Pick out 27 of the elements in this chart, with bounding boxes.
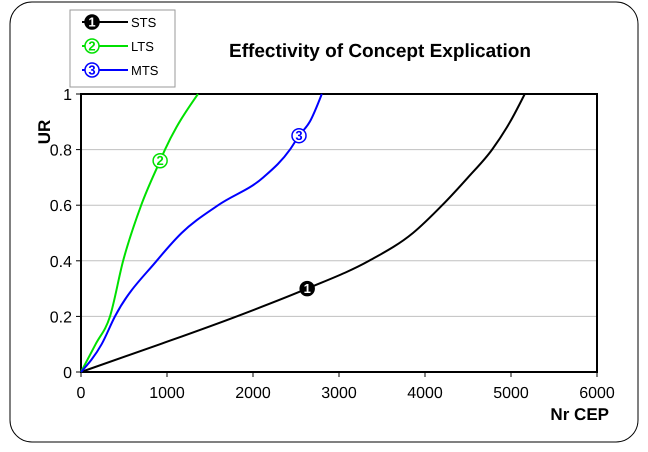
text: 3 <box>88 62 96 78</box>
x-tick-label: 0 <box>76 385 86 402</box>
x-axis-title: Nr CEP <box>550 405 609 424</box>
text: 2 <box>88 38 96 54</box>
annotation: 3 <box>295 128 303 144</box>
y-tick-label: 0.8 <box>50 142 72 160</box>
x-tick-label: 1000 <box>149 385 185 402</box>
x-tick-label: 6000 <box>579 385 615 402</box>
y-tick-label: 0 <box>63 365 72 382</box>
y-tick-label: 0.6 <box>50 198 72 216</box>
legend-label: STS <box>131 15 157 30</box>
y-tick-label: 0.4 <box>50 254 72 271</box>
x-tick-label: 3000 <box>321 385 357 402</box>
y-tick-label: 0.2 <box>50 309 72 326</box>
annotation: 1 <box>304 281 311 296</box>
text: 1 <box>88 14 96 30</box>
x-tick-label: 4000 <box>407 385 443 402</box>
legend-label: MTS <box>131 63 159 78</box>
y-tick-label: 1 <box>63 87 72 104</box>
x-tick-label: 5000 <box>493 385 529 402</box>
legend-label: LTS <box>131 39 154 54</box>
x-tick-label: 2000 <box>235 385 271 402</box>
line-series <box>80 93 323 373</box>
chart-title: Effectivity of Concept Explication <box>229 41 531 62</box>
y-axis-title: UR <box>35 120 54 144</box>
line-series <box>80 93 199 373</box>
annotation: 2 <box>156 153 164 168</box>
